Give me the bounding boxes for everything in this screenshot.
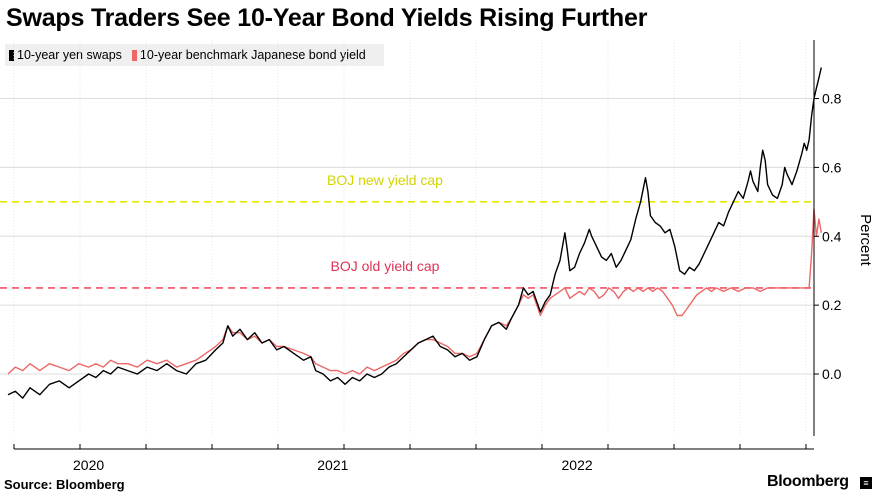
- x-tick-label-0: 2020: [73, 457, 104, 473]
- grid: [0, 40, 814, 436]
- y-tick-label-1: 0.2: [822, 297, 842, 313]
- y-tick-label-4: 0.8: [822, 91, 842, 107]
- legend-label-jgb: 10-year benchmark Japanese bond yield: [139, 48, 366, 62]
- brand-logo-text: Bloomberg: [767, 473, 849, 490]
- y-tick-label-3: 0.6: [822, 159, 842, 175]
- series-line-0: [7, 67, 822, 399]
- legend-item-swaps: 10-year yen swaps: [9, 48, 122, 62]
- legend-swatch-jgb: [131, 49, 137, 61]
- y-tick-label-0: 0.0: [822, 366, 842, 382]
- reference-lines: BOJ new yield cap BOJ old yield cap: [0, 172, 814, 289]
- series-line-1: [7, 208, 822, 375]
- y-axis-label: Percent: [857, 214, 874, 267]
- chart-title: Swaps Traders See 10-Year Bond Yields Ri…: [6, 4, 648, 32]
- source-note: Source: Bloomberg: [4, 477, 125, 492]
- series-group: [7, 67, 822, 399]
- legend-item-jgb: 10-year benchmark Japanese bond yield: [131, 48, 366, 62]
- x-tick-label-2: 2022: [562, 457, 593, 473]
- legend-label-swaps: 10-year yen swaps: [17, 48, 122, 62]
- reference-label-0: BOJ new yield cap: [327, 172, 443, 188]
- x-tick-label-1: 2021: [317, 457, 348, 473]
- chart-legend: 10-year yen swaps 10-year benchmark Japa…: [5, 44, 384, 66]
- reference-label-1: BOJ old yield cap: [331, 258, 440, 274]
- y-tick-label-2: 0.4: [822, 228, 842, 244]
- legend-swatch-swaps: [9, 49, 14, 61]
- axes: 0.0 0.2 0.4 0.6 0.8 Percent 2020 2021 2022: [13, 40, 874, 473]
- brand-logo-icon: ≡: [860, 477, 872, 489]
